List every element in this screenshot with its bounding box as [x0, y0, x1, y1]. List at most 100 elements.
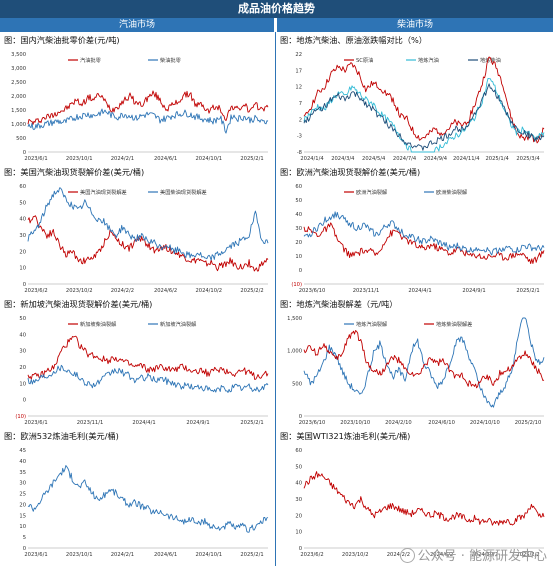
chart-title: 图：地炼汽柴油、原油涨跌幅对比（%） — [280, 35, 427, 45]
x-tick-label: 2023/10/2 — [66, 288, 93, 294]
chart-svg: 图：新加坡汽柴油现货裂解价差(美元/桶)50403020100(10)2023/… — [4, 299, 269, 426]
y-tick-label: 17 — [295, 68, 302, 74]
legend-entry: 地炼柴油 — [480, 56, 501, 64]
y-tick-label: 0 — [23, 546, 26, 552]
x-tick-label: 2024/2/1 — [111, 552, 134, 558]
chart-title: 图：国内汽柴油批零价差(元/吨) — [4, 35, 120, 45]
x-tick-label: 2025/2/1 — [240, 156, 263, 162]
series-line — [27, 90, 269, 125]
legend-entry: 地炼柴油裂解差 — [436, 320, 472, 328]
y-tick-label: 50 — [295, 198, 302, 204]
chart-title: 图：新加坡汽柴油现货裂解价差(美元/桶) — [4, 299, 152, 309]
series-line — [27, 335, 269, 380]
y-tick-label: (10) — [291, 282, 302, 288]
x-tick-label: 2024/10/2 — [195, 288, 222, 294]
chart-svg: 图：美国WTI321炼油毛利(美元/桶) 60 50 40 30 20 10 02023/6/… — [280, 431, 545, 558]
watermark-text: 公众号 · 能源研发中心 — [417, 549, 547, 564]
y-tick-label: 40 — [19, 459, 26, 465]
x-tick-label: 2025/2/2 — [516, 552, 539, 558]
y-tick-label: 2,500 — [11, 80, 26, 86]
x-tick-label: 2024/2/1 — [111, 156, 134, 162]
x-tick-label: 2023/6/1 — [24, 156, 47, 162]
y-tick-label: 30 — [295, 497, 302, 503]
series-line — [303, 77, 545, 153]
x-tick-label: 2023/6/10 — [299, 288, 326, 294]
y-tick-label: 0 — [299, 268, 302, 274]
y-tick-label: 50 — [19, 316, 26, 322]
y-tick-label: 45 — [19, 448, 26, 454]
y-tick-label: 0 — [23, 282, 26, 288]
legend-entry: 美国柴油现货裂解差 — [160, 188, 207, 196]
chart-svg: 图：国内汽柴油批零价差(元/吨) 3,500 3,000 2,500 2,000 1,50… — [4, 35, 269, 162]
x-tick-label: 2025/2/1 — [516, 288, 539, 294]
series-line — [303, 56, 545, 144]
y-tick-label: 0 — [23, 398, 26, 404]
x-tick-label: 2023/10/1 — [66, 156, 93, 162]
y-tick-label: 20 — [295, 513, 302, 519]
y-tick-label: -3 — [297, 134, 302, 140]
y-tick-label: 22 — [295, 52, 302, 58]
x-tick-label: 2024/7/4 — [393, 156, 417, 162]
y-tick-label: 40 — [295, 481, 302, 487]
series-line — [303, 471, 545, 526]
x-tick-label: 2023/10/2 — [342, 552, 369, 558]
section-diesel-header: 柴油市场 — [277, 18, 553, 32]
legend-entry: 欧洲柴油裂解 — [436, 188, 467, 196]
y-tick-label: 10 — [295, 530, 302, 536]
chart-svg: 图：欧洲532炼油毛利(美元/桶)4540353025201510502023/… — [4, 431, 269, 558]
y-tick-label: 30 — [19, 349, 26, 355]
y-tick-label: 3,000 — [11, 66, 26, 72]
y-tick-label: 60 — [295, 448, 302, 454]
y-tick-label: 60 — [19, 184, 26, 190]
y-tick-label: 3,500 — [11, 52, 26, 58]
y-tick-label: 20 — [295, 240, 302, 246]
y-tick-label: 1,000 — [287, 349, 302, 355]
y-tick-label: 15 — [19, 513, 26, 519]
legend-entry: 地炼汽油裂解 — [356, 320, 387, 328]
series-line — [27, 465, 269, 533]
y-tick-label: 20 — [19, 249, 26, 255]
x-tick-label: 2024/3/4 — [331, 156, 355, 162]
x-tick-label: 2024/10/10 — [470, 420, 500, 426]
y-tick-label: 7 — [299, 101, 302, 107]
y-tick-label: 40 — [295, 212, 302, 218]
section-gasoline-header: 汽油市场 — [0, 18, 274, 32]
chart-title: 图：美国WTI321炼油毛利(美元/桶) — [280, 431, 410, 441]
x-tick-label: 2025/2/1 — [240, 552, 263, 558]
y-tick-label: 1,000 — [11, 122, 26, 128]
series-line — [27, 108, 269, 134]
x-tick-label: 2025/2/2 — [240, 288, 263, 294]
legend-entry: SC原油 — [356, 56, 373, 64]
x-tick-label: 2025/2/1 — [240, 420, 263, 426]
y-tick-label: 12 — [295, 85, 302, 91]
x-tick-label: 2023/6/1 — [24, 420, 47, 426]
chart-panel-sg-crack: 图：新加坡汽柴油现货裂解价差(美元/桶) 50 40 30 20 10 0 (10) 2023/… — [2, 298, 274, 429]
series-line — [27, 215, 269, 272]
y-tick-label: 2 — [299, 117, 302, 123]
wechat-icon — [399, 548, 415, 563]
chart-title: 图：地炼汽柴油裂解差（元/吨） — [280, 299, 397, 309]
legend-entry: 地炼汽油 — [418, 56, 439, 64]
chart-title: 图：欧洲汽柴油现货裂解价差(美元/桶) — [280, 167, 420, 177]
series-line — [303, 83, 545, 151]
y-tick-label: 500 — [16, 136, 26, 142]
y-tick-label: 0 — [299, 414, 302, 420]
x-tick-label: 2023/6/2 — [300, 552, 323, 558]
y-tick-label: -8 — [297, 150, 302, 156]
legend-entry: 新加坡汽油裂解 — [160, 320, 196, 328]
chart-title: 图：美国汽柴油现货裂解价差(美元/桶) — [4, 167, 144, 177]
y-tick-label: 20 — [19, 502, 26, 508]
x-tick-label: 2023/11/1 — [353, 288, 380, 294]
y-tick-label: 5 — [23, 535, 26, 541]
series-line — [303, 211, 545, 256]
x-tick-label: 2024/2/2 — [387, 552, 410, 558]
series-line — [303, 330, 545, 389]
y-tick-label: 20 — [19, 365, 26, 371]
x-tick-label: 2024/10/2 — [471, 552, 498, 558]
x-tick-label: 2024/2/10 — [385, 420, 412, 426]
legend-entry: 欧洲汽油裂解 — [356, 188, 387, 196]
chart-panel-eu-532: 图：欧洲532炼油毛利(美元/桶) 45 40 35 30 25 20 15 10 5 0 2023/… — [2, 430, 274, 561]
y-tick-label: 30 — [295, 226, 302, 232]
y-tick-label: 500 — [292, 381, 302, 387]
x-tick-label: 2024/5/4 — [362, 156, 386, 162]
